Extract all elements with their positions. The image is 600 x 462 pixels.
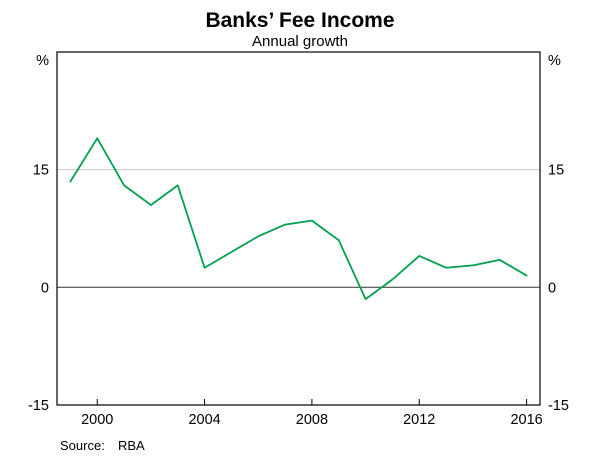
source-note: Source: RBA xyxy=(60,438,145,453)
series-line xyxy=(69,137,528,301)
source-label: Source: xyxy=(60,438,105,453)
x-tick-label: 2000 xyxy=(81,412,113,428)
y-tick-label-right: -15 xyxy=(548,398,569,414)
chart-subtitle: Annual growth xyxy=(252,33,348,50)
y-tick-label-left: 0 xyxy=(41,280,49,296)
y-tick-label-left: 15 xyxy=(33,163,49,179)
x-tick-label: 2008 xyxy=(296,412,328,428)
plot-area: 2000 2004 2008 2012 2016 15 15 0 0 -15 -15%% xyxy=(28,51,569,428)
chart-title: Banks’ Fee Income xyxy=(205,9,394,32)
y-axis-unit-right: % xyxy=(548,53,561,69)
y-axis-unit-left: % xyxy=(36,53,49,69)
plot-frame xyxy=(56,51,541,406)
x-tick-label: 2012 xyxy=(403,412,435,428)
y-tick-label-left: -15 xyxy=(28,398,49,414)
y-tick-label-right: 0 xyxy=(548,280,556,296)
x-tick-label: 2004 xyxy=(188,412,220,428)
source-value: RBA xyxy=(118,438,145,453)
x-tick-label: 2016 xyxy=(510,412,542,428)
y-tick-label-right: 15 xyxy=(548,163,564,179)
